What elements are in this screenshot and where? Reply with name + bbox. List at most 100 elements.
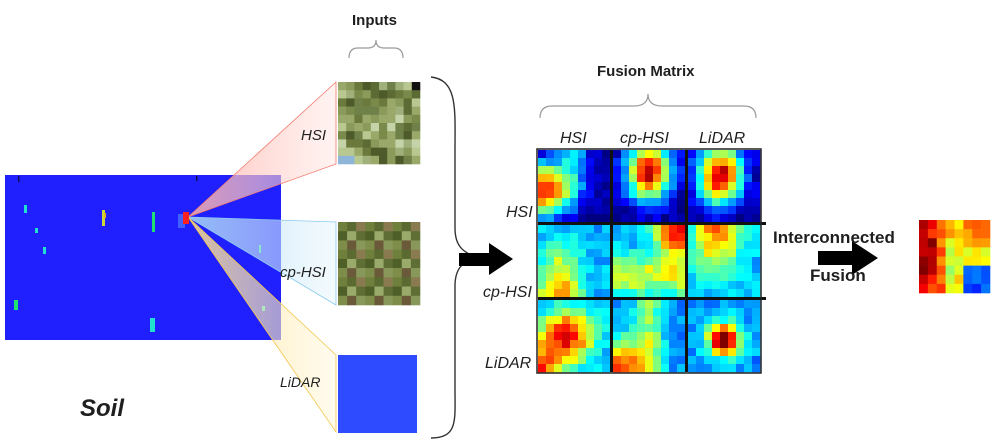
fusion-heatmap-cell [744, 158, 753, 167]
fusion-heatmap-cell [594, 158, 603, 167]
fusion-heatmap-cell [546, 308, 555, 317]
cphsi-patch-cell [338, 286, 348, 297]
input-label-cphsi: cp-HSI [280, 264, 326, 281]
connector-lidar [187, 216, 337, 434]
fusion-heatmap-cell [538, 316, 547, 325]
fused-output-cell [927, 274, 938, 285]
fusion-heatmap-cell [677, 324, 686, 333]
fusion-heatmap-cell [538, 300, 547, 309]
cphsi-patch-cell [356, 295, 366, 306]
hsi-patch-cell [395, 106, 404, 116]
fusion-heatmap-cell [744, 308, 753, 317]
fusion-heatmap-cell [570, 150, 579, 159]
fusion-heatmap-cell [645, 225, 654, 234]
fusion-heatmap-cell [696, 206, 705, 215]
fusion-heatmap-cell [669, 241, 678, 250]
fusion-heatmap-cell [704, 348, 713, 357]
fusion-heatmap-cell [669, 182, 678, 191]
cphsi-patch-cell [410, 286, 421, 297]
fusion-heatmap-cell [554, 198, 563, 207]
hsi-patch-cell [362, 155, 372, 165]
fusion-heatmap-cell [546, 241, 555, 250]
fusion-heatmap-cell [736, 182, 745, 191]
fusion-heatmap-cell [586, 225, 595, 234]
fusion-heatmap-cell [736, 174, 745, 183]
cphsi-patch-cell [383, 222, 393, 232]
fusion-heatmap-cell [578, 273, 587, 282]
fusion-heatmap-cell [562, 289, 571, 298]
fusion-heatmap-cell [736, 225, 745, 234]
hsi-patch-cell [379, 98, 388, 107]
fusion-heatmap-cell [688, 150, 697, 159]
fusion-heatmap-cell [629, 265, 638, 274]
fusion-heatmap-cell [629, 300, 638, 309]
hsi-patch-cell [354, 114, 363, 124]
cphsi-patch-cell [401, 268, 412, 278]
fusion-heatmap-cell [637, 174, 646, 183]
fusion-heatmap-cell [586, 281, 595, 290]
fusion-heatmap-cell [736, 308, 745, 317]
cphsi-patch-cell [410, 268, 421, 278]
fusion-heatmap-cell [621, 265, 630, 274]
fused-output-cell [919, 265, 929, 276]
fusion-heatmap-cell [594, 257, 603, 266]
hsi-patch-cell [387, 147, 396, 157]
fusion-heatmap-cell [704, 289, 713, 298]
fusion-heatmap-cell [613, 190, 622, 199]
fusion-heatmap-cell [637, 158, 646, 167]
soil-map [5, 175, 281, 340]
fusion-heatmap-cell [712, 356, 721, 365]
fusion-heatmap-cell [602, 166, 611, 175]
arrow-to-matrix [459, 243, 513, 275]
fusion-heatmap-cell [602, 158, 611, 167]
fusion-heatmap-cell [752, 257, 761, 266]
fusion-heatmap-cell [720, 281, 729, 290]
hsi-patch-cell [338, 139, 347, 148]
input-label-hsi: HSI [301, 127, 327, 144]
fusion-heatmap-cell [696, 332, 705, 341]
fusion-heatmap-cell [688, 265, 697, 274]
fusion-heatmap-cell [720, 190, 729, 199]
hsi-patch-cell [411, 82, 421, 91]
fusion-heatmap-cell [677, 316, 686, 325]
fusion-heatmap-cell [621, 150, 630, 159]
fusion-heatmap-cell [613, 316, 622, 325]
hsi-patch-cell [395, 139, 404, 148]
cphsi-patch-cell [392, 249, 403, 260]
fusion-heatmap-cell [594, 233, 603, 242]
fusion-heatmap-cell [645, 300, 654, 309]
fused-output-cell [963, 247, 973, 257]
hsi-patch-cell [379, 114, 388, 124]
fusion-heatmap-cell [752, 281, 761, 290]
fusion-heatmap-cell [562, 332, 571, 341]
cphsi-patch-cell [365, 295, 375, 306]
fusion-heatmap-cell [677, 273, 686, 282]
fusion-heatmap-cell [586, 182, 595, 191]
fusion-heatmap-cell [712, 300, 721, 309]
fused-output-cell [981, 238, 991, 248]
fusion-heatmap-cell [602, 257, 611, 266]
fusion-heatmap-cell [704, 150, 713, 159]
fused-output-cell [954, 238, 964, 248]
cphsi-patch-cell [356, 268, 366, 278]
hsi-patch-cell [387, 131, 396, 140]
fused-output-cell [963, 283, 973, 294]
fusion-heatmap-cell [546, 233, 555, 242]
hsi-patch-cell [387, 106, 396, 116]
fusion-heatmap-cell [637, 281, 646, 290]
cphsi-patch-cell [338, 295, 348, 306]
fusion-heatmap-cell [752, 300, 761, 309]
fusion-heatmap-cell [546, 198, 555, 207]
fusion-heatmap-cell [613, 308, 622, 317]
fusion-heatmap-cell [720, 308, 729, 317]
fusion-heatmap-cell [546, 273, 555, 282]
fusion-heatmap-cell [720, 182, 729, 191]
fusion-heatmap-cell [645, 308, 654, 317]
cphsi-patch-cell [410, 277, 421, 287]
fusion-heatmap-cell [677, 356, 686, 365]
fusion-heatmap-cell [594, 364, 603, 373]
fusion-heatmap-cell [688, 289, 697, 298]
fusion-heatmap-cell [546, 190, 555, 199]
fusion-heatmap-cell [704, 174, 713, 183]
